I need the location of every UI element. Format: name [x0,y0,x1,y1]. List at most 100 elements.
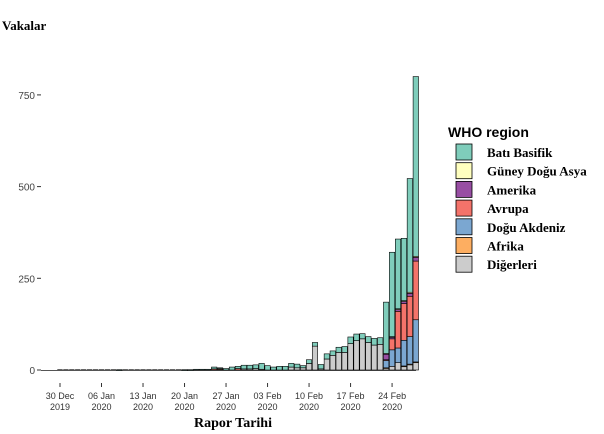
bar-segment-dogu-akdeniz [406,336,413,365]
bar-segment-bati-basifik [317,364,324,370]
x-tick-label: 10 Feb [295,391,323,401]
legend-swatch [455,199,473,217]
legend-title: WHO region [448,124,529,140]
bar-segment-avrupa [406,295,413,337]
legend-label: Diğerleri [487,257,537,272]
bar-segment-dogu-akdeniz [389,349,396,367]
x-tick-label: 2020 [175,402,195,412]
bar-segment-bati-basifik [181,369,188,371]
bar-segment-digerleri [353,340,360,371]
bar-segment-digerleri [406,364,413,371]
bar-segment-bati-basifik [282,366,289,371]
legend-item: Avrupa [455,199,529,217]
bars [57,76,419,371]
bar-segment-digerleri [359,338,366,371]
bar-segment-bati-basifik [199,368,206,371]
bar-segment-bati-basifik [217,367,224,369]
x-tick-label: 24 Feb [378,391,406,401]
bar-segment-amerika [406,293,413,297]
x-tick-label: 17 Feb [337,391,365,401]
x-tick-label: 2019 [50,402,70,412]
legend-swatch [455,162,473,180]
bar-segment-digerleri [294,367,301,371]
bar-segment-bati-basifik [288,363,295,368]
legend-item: Batı Basifik [455,143,553,161]
legend: WHO region Batı Basifik Güney Doğu Asya Am… [448,124,587,273]
bar-segment-bati-basifik [377,337,384,345]
bar-segment-bati-basifik [329,350,336,356]
bar-segment-digerleri [365,342,372,371]
legend-swatch [455,237,473,254]
x-tick-label: 13 Jan [130,391,157,401]
bar-segment-digerleri [288,366,295,371]
bar-segment-bati-basifik [406,178,413,293]
legend-item: Güney Doğu Asya [455,162,587,180]
bar-segment-bati-basifik [347,336,354,344]
bar-segment-bati-basifik [311,342,318,347]
x-tick-label: 2020 [258,402,278,412]
bar-segment-digerleri [389,366,396,371]
bar-segment-bati-basifik [294,363,301,369]
bar-segment-bati-basifik [252,364,259,369]
legend-label: Amerika [487,182,537,197]
bar-segment-digerleri [323,358,330,371]
x-tick-label: 06 Jan [88,391,115,401]
legend-label: Afrika [487,239,524,254]
bar-segment-bati-basifik [240,364,247,370]
bar-segment-bati-basifik [341,346,348,353]
bar-segment-dogu-akdeniz [400,339,407,367]
bar-segment-avrupa [389,338,396,351]
bar-segment-bati-basifik [205,368,212,371]
legend-label: Güney Doğu Asya [487,164,587,179]
y-tick-label: 500 [18,183,35,194]
bar-segment-dogu-akdeniz [383,360,390,369]
bar-segment-amerika [412,257,419,262]
bar-segment-digerleri [395,362,402,371]
bar-segment-bati-basifik [264,365,271,371]
bar-segment-bati-basifik [389,251,396,337]
bar-segment-digerleri [306,363,313,371]
bar-segment-dogu-akdeniz [395,347,402,363]
bar-segment-bati-basifik [258,363,265,370]
x-tick-label: 2020 [341,402,361,412]
bar-segment-digerleri [329,355,336,371]
bar-segment-bati-basifik [211,366,218,370]
bar-segment-bati-basifik [323,353,330,360]
legend-swatch [455,255,473,273]
bar-segment-bati-basifik [193,368,200,371]
y-axis: 0 250 500 750 [18,91,41,377]
bar-segment-bati-basifik [234,366,241,369]
bar-segment-digerleri [412,362,419,371]
legend-swatch [455,143,473,161]
legend-item: Diğerleri [455,255,537,273]
bar-segment-bati-basifik [228,366,235,371]
x-tick-label: 2020 [133,402,153,412]
bar-segment-bati-basifik [371,338,378,346]
legend-label: Avrupa [487,201,529,216]
legend-label: Doğu Akdeniz [487,220,566,235]
bar-segment-digerleri [300,367,307,371]
bar-segment-bati-basifik [335,346,342,353]
bar-segment-digerleri [371,344,378,371]
bar-segment-bati-basifik [300,365,307,369]
x-tick-label: 03 Feb [254,391,282,401]
bar-segment-bati-basifik [353,333,360,341]
bar-segment-bati-basifik [395,238,402,310]
bar-segment-bati-basifik [223,368,230,371]
x-tick-label: 2020 [299,402,319,412]
x-tick-label: 30 Dec [46,391,75,401]
bar-segment-bati-basifik [400,238,407,301]
bar-segment-digerleri [347,343,354,371]
legend-swatch [455,218,473,236]
bar-segment-bati-basifik [412,76,419,257]
y-tick-label: 250 [18,274,35,285]
legend-swatch [455,180,473,198]
bar-segment-bati-basifik [365,336,372,343]
bar-segment-bati-basifik [276,366,283,371]
x-axis-label: Rapor Tarihi [194,416,272,431]
bar-segment-bati-basifik [246,364,253,370]
